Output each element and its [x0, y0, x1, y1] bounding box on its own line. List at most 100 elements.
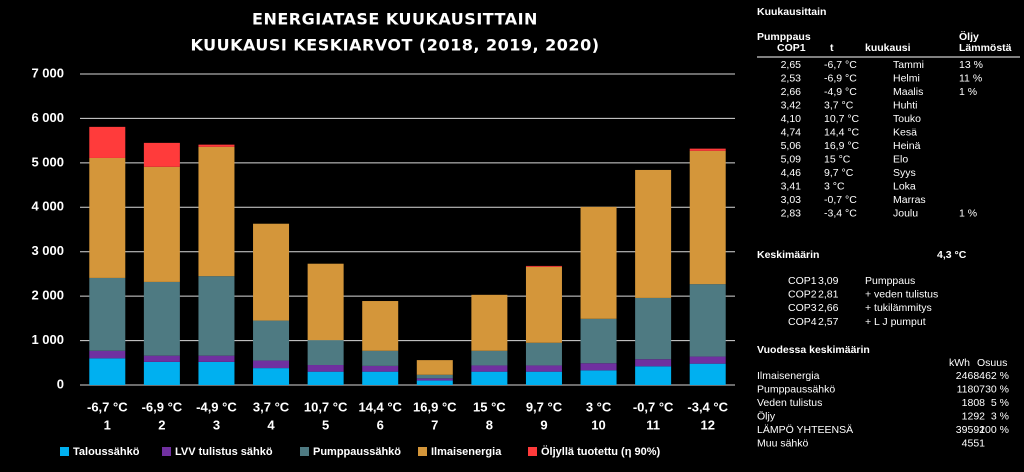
bar-segment [143, 361, 180, 385]
x-tick-label: 9 [540, 417, 547, 432]
bar-segment [89, 157, 126, 278]
table-cell: 2,66 [781, 86, 802, 98]
yearly-cell: 1808 [962, 397, 986, 409]
bar-segment [689, 150, 726, 285]
legend-label: Ilmaisenergia [431, 446, 502, 458]
y-tick-label: 0 [57, 376, 64, 391]
bar-segment [307, 263, 344, 341]
table-cell: Heinä [893, 140, 921, 152]
yearly-cell: 24684 [956, 370, 985, 382]
cop-cell: COP4 [788, 316, 817, 328]
x-tick-label: 16,9 °C [413, 399, 457, 414]
table-cell: 4,74 [781, 126, 802, 138]
bar-segment [635, 169, 672, 298]
bar-segment [198, 355, 235, 362]
table-header: Osuus [977, 357, 1007, 369]
table-cell: -6,9 °C [824, 72, 857, 84]
bar-segment [198, 144, 235, 147]
bar-segment [143, 355, 180, 362]
x-tick-label: 4 [267, 417, 275, 432]
bar-segment [89, 277, 126, 351]
bar-segment [580, 363, 617, 371]
table-cell: 3,42 [781, 99, 802, 111]
table-cell: 16,9 °C [824, 140, 860, 152]
x-tick-label: -4,9 °C [196, 399, 237, 414]
bar-segment [580, 370, 617, 385]
table-header: COP1 [777, 42, 806, 54]
table-cell: 4,10 [781, 113, 802, 125]
x-tick-label: 3,7 °C [253, 399, 290, 414]
table-cell: -0,7 °C [824, 194, 857, 206]
yearly-cell: 3 % [991, 410, 1009, 422]
table-cell: -4,9 °C [824, 86, 857, 98]
yearly-cell: Öljy [757, 410, 776, 422]
x-tick-label: 10,7 °C [304, 399, 348, 414]
bar-segment [307, 340, 344, 366]
legend-swatch [418, 447, 427, 456]
bar-segment [143, 281, 180, 356]
x-tick-label: -6,9 °C [142, 399, 183, 414]
bar-segment [253, 320, 290, 361]
cop-cell: + tukilämmitys [865, 302, 932, 314]
cop-cell: 3,09 [818, 275, 839, 287]
bar-segment [525, 266, 562, 343]
cop-cell: COP1 [788, 275, 817, 287]
bar-segment [416, 360, 453, 375]
bar-segment [580, 206, 617, 319]
x-tick-label: 3 [213, 417, 220, 432]
legend-label: LVV tulistus sähkö [175, 446, 273, 458]
cop-cell: COP2 [788, 288, 817, 300]
cop-cell: 2,57 [818, 316, 839, 328]
bar-segment [471, 371, 508, 385]
chart-title: ENERGIATASE KUUKAUSITTAIN [252, 10, 538, 29]
x-tick-label: 7 [431, 417, 438, 432]
table-cell: 11 % [959, 72, 982, 84]
bar-segment [89, 126, 126, 158]
table-cell: 3,03 [781, 194, 802, 206]
x-tick-label: 14,4 °C [358, 399, 402, 414]
yearly-cell: 5 % [991, 397, 1009, 409]
cop-cell: Pumppaus [865, 275, 915, 287]
yearly-cell: 11807 [957, 383, 986, 395]
legend-label: Taloussähkö [73, 446, 140, 458]
table-cell: 13 % [959, 59, 983, 71]
table-header: Öljy [959, 30, 979, 43]
x-tick-label: 15 °C [473, 399, 506, 414]
y-tick-label: 2 000 [31, 288, 64, 303]
yearly-cell: 62 % [985, 370, 1009, 382]
legend-label: Öljyllä tuotettu (η 90%) [541, 445, 661, 458]
bar-segment [525, 371, 562, 385]
bar-segment [580, 318, 617, 364]
table-header: t [830, 42, 834, 54]
bar-segment [89, 350, 126, 359]
legend-label: Pumppaussähkö [313, 446, 401, 458]
y-tick-label: 7 000 [31, 65, 64, 80]
table-cell: 2,65 [781, 59, 802, 71]
table-cell: 1 % [959, 86, 977, 98]
table-cell: 5,09 [781, 153, 802, 165]
bar-segment [198, 276, 235, 356]
table-header: Lämmöstä [959, 42, 1012, 54]
table-cell: 2,53 [781, 72, 802, 84]
yearly-cell: Ilmaisenergia [757, 370, 820, 382]
yearly-cell: Veden tulistus [757, 397, 822, 409]
x-tick-label: 9,7 °C [526, 399, 563, 414]
bar-segment [635, 366, 672, 385]
bar-segment [362, 371, 399, 385]
average-label: Keskimäärin [757, 249, 819, 261]
table-cell: 1 % [959, 207, 977, 219]
bar-segment [525, 365, 562, 372]
table-cell: -6,7 °C [824, 59, 857, 71]
table-cell: 9,7 °C [824, 167, 854, 179]
table-cell: Maalis [893, 86, 923, 98]
yearly-heading: Vuodessa keskimäärin [757, 344, 870, 356]
table-cell: 3 °C [824, 180, 845, 192]
yearly-cell: Pumppaussähkö [757, 383, 835, 395]
cop-cell: + veden tulistus [865, 288, 938, 300]
bar-segment [362, 301, 399, 351]
table-cell: -3,4 °C [824, 207, 857, 219]
bar-segment [416, 380, 453, 385]
table-header: kuukausi [865, 42, 911, 54]
bar-segment [416, 374, 453, 379]
table-cell: 2,83 [781, 207, 802, 219]
